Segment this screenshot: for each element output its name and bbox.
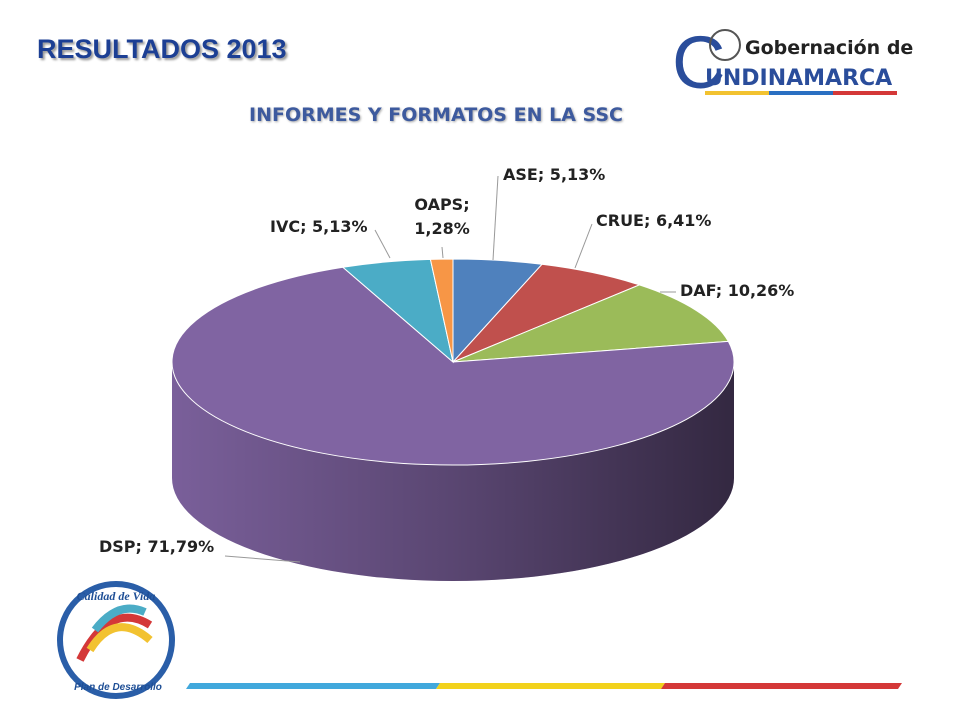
logo-stripe — [769, 91, 833, 95]
slide-title: RESULTADOS 2013 — [37, 34, 287, 64]
leader-line — [224, 555, 301, 563]
logo-stripe — [833, 91, 897, 95]
pie — [171, 175, 735, 581]
slice-side-shade — [172, 362, 734, 581]
data-label: ASE; 5,13% — [503, 165, 606, 184]
logo-initial: C — [672, 21, 725, 104]
slice — [452, 284, 730, 363]
footer-swoosh — [76, 613, 153, 662]
data-label: IVC; 5,13% — [270, 217, 368, 236]
logo-stripe — [705, 91, 769, 95]
chart-title: INFORMES Y FORMATOS EN LA SSC — [249, 104, 623, 126]
footer-swoosh — [91, 604, 147, 633]
data-label: DSP; 71,79% — [99, 537, 215, 556]
logo-rest: UNDINAMARCA — [705, 66, 892, 91]
footer-subtitle: Plan de Desarrollo — [74, 682, 162, 693]
footer-stripe — [661, 683, 902, 689]
logo-line1: Gobernación de — [745, 37, 913, 59]
leader-line — [574, 223, 593, 269]
logo-emblem — [709, 29, 741, 61]
slice — [429, 258, 454, 363]
data-label: CRUE; 6,41% — [596, 211, 712, 230]
leader-line — [374, 229, 391, 259]
data-label: OAPS; 1,28% — [414, 195, 470, 238]
leader-line — [492, 175, 499, 261]
slice — [171, 266, 735, 466]
slice — [452, 263, 641, 363]
footer-stripe — [186, 683, 440, 689]
leader-line — [441, 246, 444, 259]
footer-swoosh — [86, 623, 153, 653]
footer-title: Calidad de Vida — [77, 589, 156, 603]
data-label: DAF; 10,26% — [680, 281, 795, 300]
footer-stripe — [436, 683, 665, 689]
